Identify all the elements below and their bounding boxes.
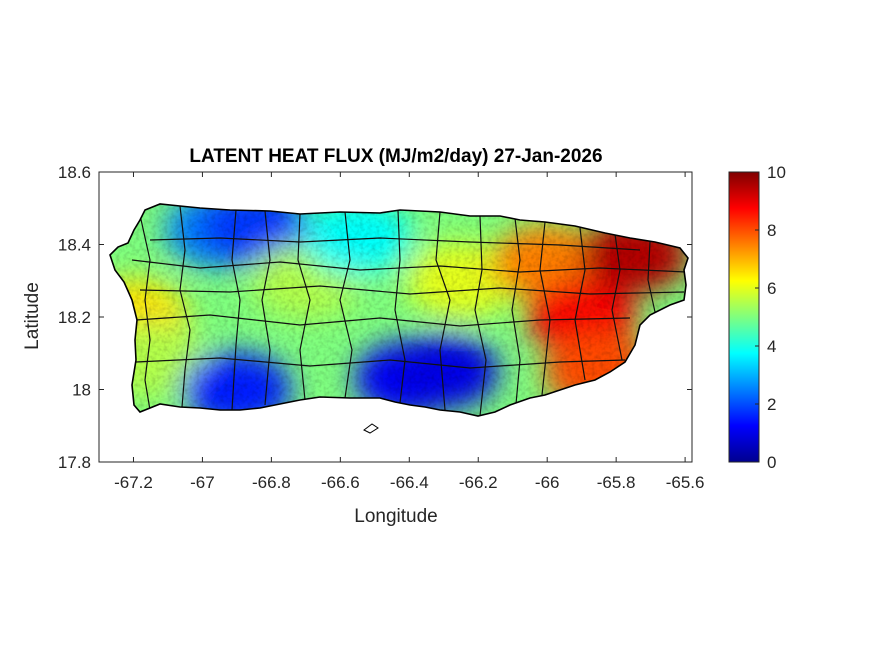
- colorbar: [728, 171, 760, 463]
- x-tick-label: -67: [190, 473, 215, 492]
- x-axis-ticks: -67.2 -67 -66.8 -66.6 -66.4 -66.2 -66 -65.8 -65.…: [114, 172, 704, 492]
- colorbar-tick-label: 2: [767, 395, 776, 414]
- x-tick-label: -67.2: [114, 473, 153, 492]
- x-tick-label: -66.2: [459, 473, 498, 492]
- municipality-boundaries: [131, 205, 687, 416]
- colorbar-tick-label: 10: [767, 163, 786, 182]
- y-tick-label: 18: [72, 381, 91, 400]
- x-tick-label: -66.8: [252, 473, 291, 492]
- x-tick-label: -66: [535, 473, 560, 492]
- y-tick-label: 18.6: [58, 163, 91, 182]
- y-axis-label: Latitude: [22, 282, 43, 350]
- x-tick-label: -65.8: [597, 473, 636, 492]
- y-tick-label: 18.2: [58, 308, 91, 327]
- y-tick-label: 17.8: [58, 453, 91, 472]
- x-axis-label: Longitude: [354, 506, 437, 527]
- colorbar-tick-label: 4: [767, 337, 776, 356]
- chart-title: LATENT HEAT FLUX (MJ/m2/day) 27-Jan-2026: [189, 146, 602, 167]
- small-islet: [363, 423, 379, 434]
- x-tick-label: -66.6: [321, 473, 360, 492]
- colorbar-tick-label: 6: [767, 279, 776, 298]
- y-axis-ticks: 18.6 18.4 18.2 18 17.8: [58, 163, 692, 472]
- island-outline: [109, 203, 689, 417]
- colorbar-tick-label: 0: [767, 453, 776, 472]
- colorbar-ticks: 10 8 6 4 2 0: [755, 163, 786, 472]
- y-tick-label: 18.4: [58, 236, 91, 255]
- colorbar-tick-label: 8: [767, 221, 776, 240]
- x-tick-label: -66.4: [390, 473, 429, 492]
- x-tick-label: -65.6: [666, 473, 705, 492]
